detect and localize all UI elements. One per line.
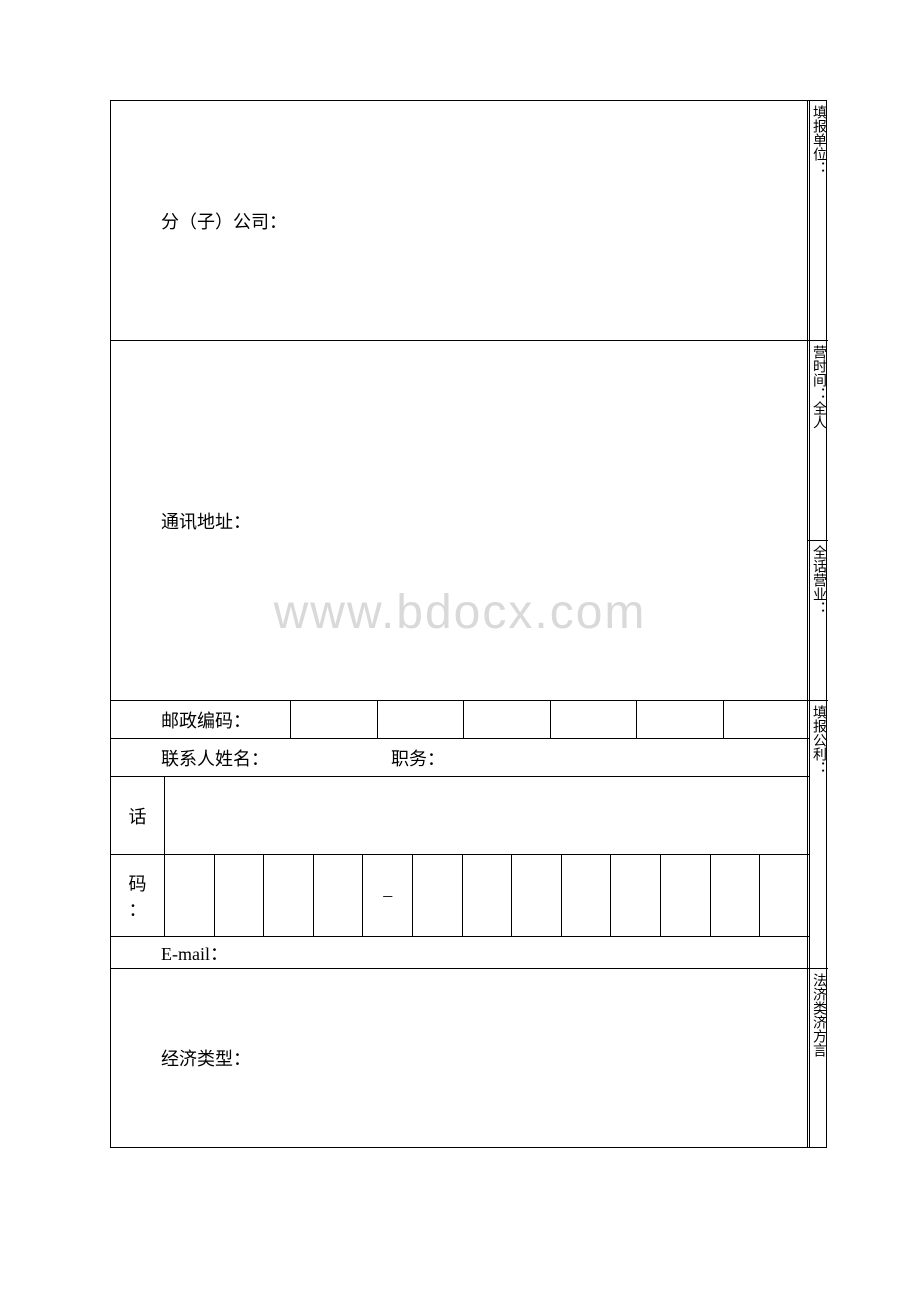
address-label: 通讯地址：: [111, 508, 301, 534]
code-cell-4[interactable]: [314, 855, 364, 936]
code-cell-12[interactable]: [760, 855, 809, 936]
phone-label: 话: [111, 777, 165, 854]
postal-cell-2[interactable]: [378, 701, 465, 738]
row-code: 码 ： –: [111, 855, 809, 937]
right-cell-5: 法济类济方言: [808, 969, 828, 1147]
postal-cell-4[interactable]: [551, 701, 638, 738]
form-table: 分（子）公司： 通讯地址： 邮政编码： 联系人姓名： 职务： 话 码 ： –: [110, 100, 810, 1148]
subsidiary-label: 分（子）公司：: [111, 208, 337, 234]
row-economic: 经济类型：: [111, 969, 809, 1147]
code-cell-11[interactable]: [711, 855, 761, 936]
code-cell-7[interactable]: [512, 855, 562, 936]
postal-cell-6[interactable]: [724, 701, 810, 738]
row-email: E-mail：: [111, 937, 809, 969]
contact-name-label: 联系人姓名：: [111, 739, 391, 776]
code-cell-3[interactable]: [264, 855, 314, 936]
row-address: 通讯地址：: [111, 341, 809, 701]
postal-cell-3[interactable]: [464, 701, 551, 738]
postal-label: 邮政编码：: [111, 701, 291, 738]
row-contact: 联系人姓名： 职务：: [111, 739, 809, 777]
code-cell-2[interactable]: [215, 855, 265, 936]
code-cell-separator: –: [363, 855, 413, 936]
code-label: 码 ：: [111, 855, 165, 936]
row-phone: 话: [111, 777, 809, 855]
email-label: E-mail：: [111, 940, 228, 966]
contact-position-label: 职务：: [391, 739, 571, 776]
code-cell-9[interactable]: [611, 855, 661, 936]
right-cell-2: 营时间：全人: [808, 341, 828, 541]
postal-cell-1[interactable]: [291, 701, 378, 738]
code-cell-10[interactable]: [661, 855, 711, 936]
code-cell-1[interactable]: [165, 855, 215, 936]
row-postal: 邮政编码：: [111, 701, 809, 739]
economic-type-label: 经济类型：: [111, 1045, 301, 1071]
right-cell-4: 填报公利：: [808, 701, 828, 969]
code-cell-6[interactable]: [463, 855, 513, 936]
right-cell-1: 填报单位：: [808, 101, 828, 341]
right-cell-3: 全话营业：: [808, 541, 828, 701]
right-side-column: 填报单位： 营时间：全人 全话营业： 填报公利： 法济类济方言: [807, 100, 827, 1148]
code-label-text-1: 码: [129, 870, 147, 896]
contact-fill[interactable]: [571, 739, 809, 776]
row-subsidiary: 分（子）公司：: [111, 101, 809, 341]
code-cell-8[interactable]: [562, 855, 612, 936]
code-cell-5[interactable]: [413, 855, 463, 936]
postal-cell-5[interactable]: [637, 701, 724, 738]
phone-fill[interactable]: [165, 777, 809, 854]
code-label-text-2: ：: [129, 896, 147, 922]
